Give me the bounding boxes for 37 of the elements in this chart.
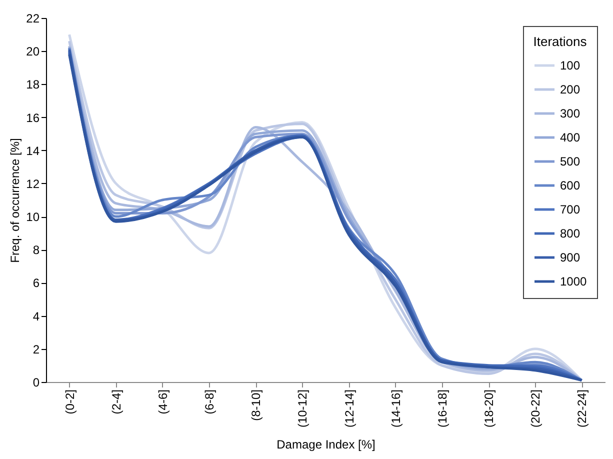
y-tick-label: 8 (32, 243, 40, 258)
x-tick-label: (0-2] (62, 390, 77, 414)
x-tick-label: (6-8] (202, 390, 217, 414)
y-tick-label: 12 (26, 176, 40, 191)
y-tick-label: 18 (26, 78, 40, 92)
y-tick-label: 4 (32, 309, 40, 324)
y-tick-label: 14 (26, 144, 40, 158)
x-tick-label: (22-24] (575, 390, 590, 428)
x-tick-label: (18-20] (482, 390, 496, 428)
x-tick-label: (16-18] (435, 390, 450, 428)
legend-label: 500 (560, 154, 580, 168)
x-axis-title: Damage Index [%] (276, 438, 376, 452)
legend-label: 800 (560, 226, 580, 240)
y-tick-label: 0 (32, 376, 40, 390)
legend-label: 100 (560, 58, 580, 72)
y-tick-label: 2 (32, 342, 40, 356)
y-tick-label: 10 (26, 210, 40, 224)
legend-label: 300 (560, 106, 580, 120)
x-tick-label: (2-4] (109, 390, 124, 414)
x-tick-label: (12-14] (342, 390, 356, 428)
x-tick-label: (14-16] (388, 390, 403, 428)
legend-label: 400 (560, 130, 580, 144)
x-tick-label: (4-6] (156, 390, 170, 414)
legend-label: 200 (560, 82, 580, 96)
legend-title: Iterations (533, 34, 588, 49)
legend-label: 900 (560, 250, 580, 264)
y-tick-label: 22 (26, 12, 40, 26)
legend-label: 1000 (560, 274, 588, 288)
y-tick-label: 20 (26, 44, 40, 59)
legend-label: 700 (560, 202, 580, 216)
x-tick-label: (8-10] (249, 390, 264, 421)
y-tick-label: 6 (32, 276, 40, 290)
x-tick-label: (10-12] (296, 390, 310, 428)
y-axis-title: Freq. of occurrence [%] (8, 138, 22, 263)
legend-label: 600 (560, 178, 580, 192)
x-tick-label: (20-22] (528, 390, 543, 428)
y-tick-label: 16 (26, 110, 40, 125)
